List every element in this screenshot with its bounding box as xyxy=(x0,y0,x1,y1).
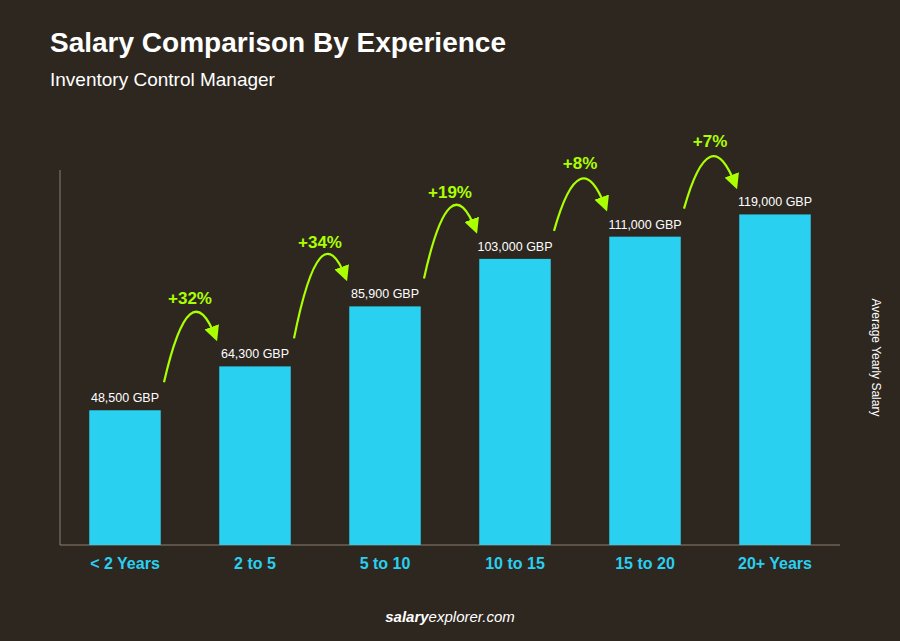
chart-container: Salary Comparison By Experience Inventory… xyxy=(0,0,900,641)
chart: Salary Comparison By Experience Inventory… xyxy=(0,0,900,641)
x-tick-label: 10 to 15 xyxy=(485,555,545,572)
change-label: +7% xyxy=(693,132,728,151)
bar xyxy=(479,259,551,545)
x-tick-label: 2 to 5 xyxy=(234,555,276,572)
change-label: +8% xyxy=(563,154,598,173)
title: Salary Comparison By Experience xyxy=(50,27,506,58)
bar xyxy=(609,237,681,545)
data-label: 111,000 GBP xyxy=(608,218,681,232)
change-arrow xyxy=(164,312,216,383)
background xyxy=(0,0,900,641)
bar xyxy=(349,306,421,545)
change-arrow xyxy=(684,156,736,208)
change-label: +32% xyxy=(168,289,212,308)
x-tick-label: 20+ Years xyxy=(738,555,812,572)
x-tick-label: < 2 Years xyxy=(90,555,160,572)
x-tick-label: 5 to 10 xyxy=(360,555,411,572)
bar xyxy=(89,410,161,545)
change-arrow xyxy=(424,205,476,279)
data-label: 64,300 GBP xyxy=(221,347,289,361)
data-label: 48,500 GBP xyxy=(91,391,159,405)
data-label: 119,000 GBP xyxy=(738,195,812,209)
y-axis-label: Average Yearly Salary xyxy=(869,299,883,417)
change-label: +19% xyxy=(428,183,472,202)
data-label: 103,000 GBP xyxy=(477,240,552,254)
bar xyxy=(219,366,291,545)
bars xyxy=(89,214,811,545)
x-axis-line xyxy=(60,545,840,546)
data-label: 85,900 GBP xyxy=(351,287,419,301)
watermark-part: salary xyxy=(385,608,429,625)
x-tick-label: 15 to 20 xyxy=(615,555,675,572)
change-label: +34% xyxy=(298,233,342,252)
y-axis-line xyxy=(60,170,61,545)
bar xyxy=(739,214,811,545)
change-arrow xyxy=(554,178,606,230)
subtitle: Inventory Control Manager xyxy=(50,69,276,90)
change-arrow xyxy=(294,254,346,339)
watermark-part: explorer.com xyxy=(429,608,515,625)
watermark: salaryexplorer.com xyxy=(385,608,515,625)
